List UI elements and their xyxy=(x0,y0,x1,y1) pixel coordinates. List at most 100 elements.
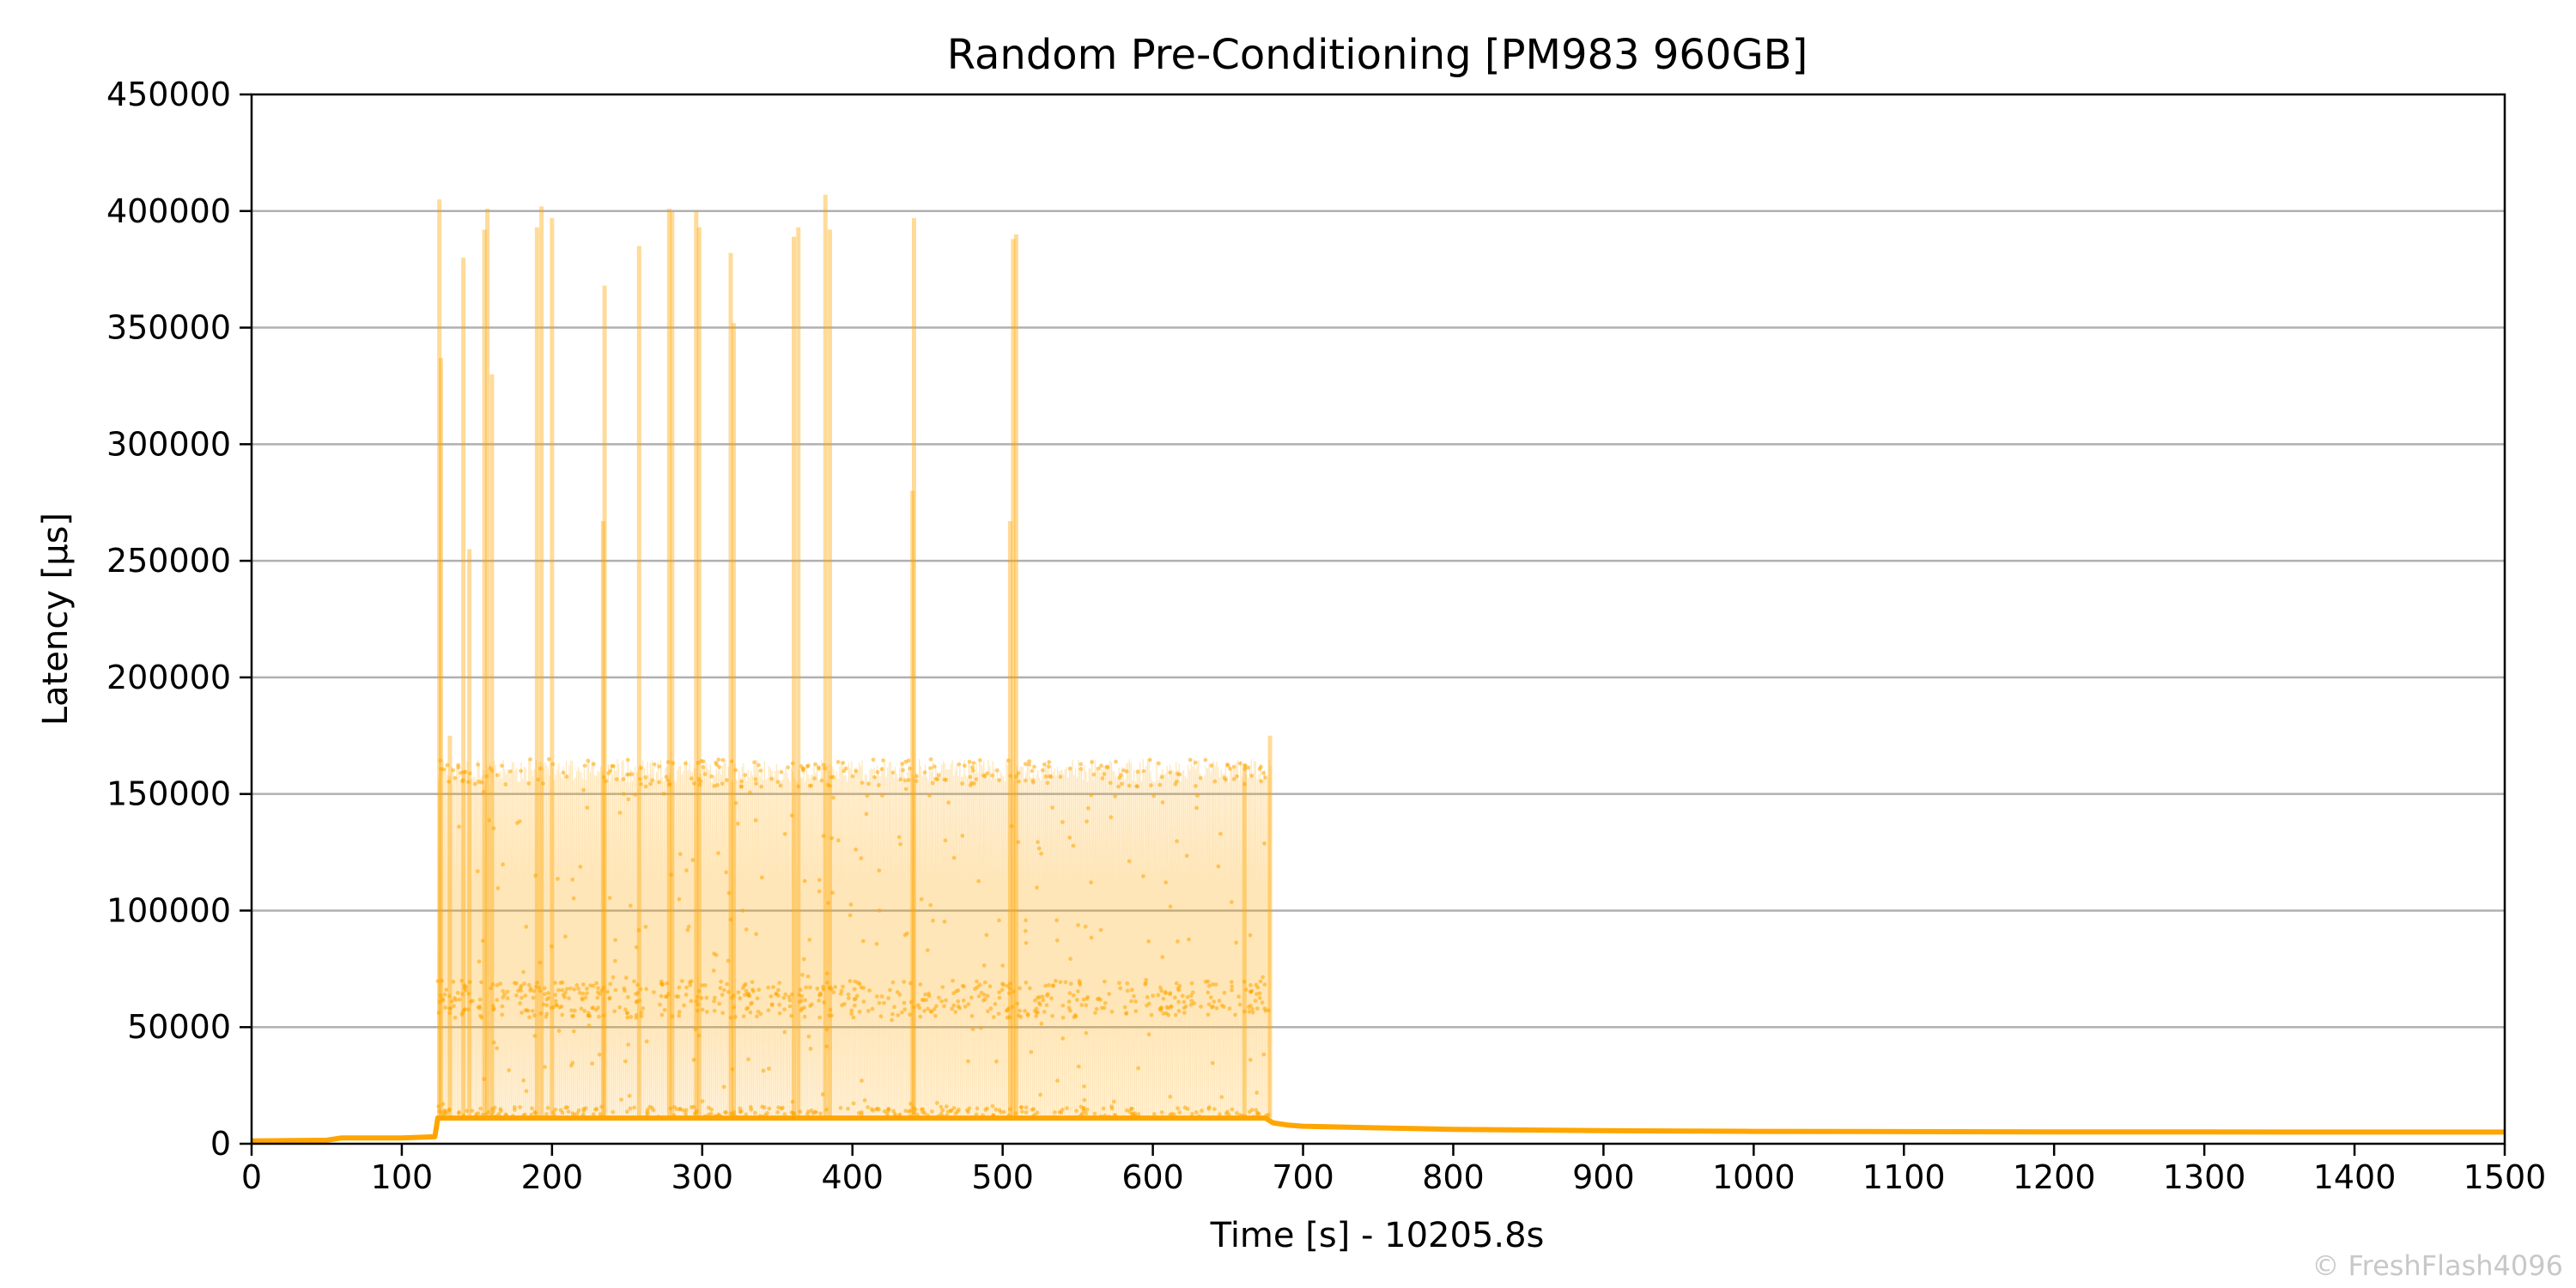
sample-point xyxy=(748,1104,753,1109)
sample-point xyxy=(1146,939,1151,944)
sample-point xyxy=(1237,761,1242,766)
sample-point xyxy=(613,987,618,993)
sample-point xyxy=(668,1106,673,1111)
sample-point xyxy=(560,987,565,993)
sample-point xyxy=(495,773,500,778)
sample-point xyxy=(1217,999,1222,1003)
sample-point xyxy=(613,938,617,943)
sample-point xyxy=(1036,846,1042,851)
sample-point xyxy=(853,996,858,1001)
sample-point xyxy=(1109,1009,1115,1014)
sample-point xyxy=(1094,1006,1099,1012)
sample-point xyxy=(724,778,729,782)
sample-point xyxy=(838,992,843,996)
sample-point xyxy=(659,979,664,984)
sample-point xyxy=(607,996,612,1001)
sample-point xyxy=(637,776,642,781)
sample-point xyxy=(524,1089,529,1094)
sample-point xyxy=(1010,1005,1015,1010)
sample-point xyxy=(951,978,955,983)
sample-point xyxy=(508,769,513,774)
sample-point xyxy=(1120,781,1124,787)
sample-point xyxy=(526,982,532,987)
sample-point xyxy=(476,1111,481,1116)
sample-point xyxy=(857,1009,862,1014)
sample-point xyxy=(1222,775,1227,781)
sample-point xyxy=(968,775,973,780)
sample-point xyxy=(1235,774,1239,779)
sample-point xyxy=(456,765,461,770)
sample-point xyxy=(625,1011,629,1015)
sample-point xyxy=(1182,1005,1187,1011)
sample-point xyxy=(570,878,575,882)
sample-point xyxy=(481,789,486,794)
sample-point xyxy=(741,1014,746,1018)
sample-point xyxy=(463,988,468,993)
sample-point xyxy=(1203,757,1208,762)
sample-point xyxy=(944,1104,949,1109)
sample-point xyxy=(829,1013,834,1018)
sample-point xyxy=(937,995,941,1000)
sample-point xyxy=(1132,993,1136,999)
sample-point xyxy=(611,763,616,769)
sample-point xyxy=(1109,1106,1115,1111)
sample-point xyxy=(1117,981,1121,986)
sample-point xyxy=(817,889,822,894)
sample-point xyxy=(665,981,669,986)
sample-point xyxy=(847,996,851,1000)
sample-point xyxy=(865,793,870,799)
sample-point xyxy=(528,988,533,993)
sample-point xyxy=(1262,982,1267,987)
sample-point xyxy=(1163,880,1169,885)
sample-point xyxy=(824,1027,829,1032)
sample-point xyxy=(442,1112,447,1117)
sample-point xyxy=(1076,923,1080,927)
sample-point xyxy=(783,992,788,997)
sample-point xyxy=(557,1005,562,1010)
sample-point xyxy=(864,811,869,817)
sample-point xyxy=(1206,979,1211,984)
sample-point xyxy=(824,1107,829,1112)
sample-point xyxy=(568,1063,574,1068)
sample-point xyxy=(550,762,556,767)
sample-point xyxy=(1228,766,1232,771)
sample-point xyxy=(535,980,540,985)
sample-point xyxy=(592,762,596,767)
sample-point xyxy=(860,781,865,785)
sample-point xyxy=(879,994,884,999)
sample-point xyxy=(709,1107,714,1112)
sample-point xyxy=(787,998,793,1003)
sample-point xyxy=(743,993,747,997)
sample-point xyxy=(866,1008,871,1013)
sample-point xyxy=(546,756,551,762)
sample-point xyxy=(677,896,682,902)
sample-point xyxy=(591,1112,596,1116)
sample-point xyxy=(1224,762,1230,767)
sample-point xyxy=(1129,999,1133,1004)
sample-point xyxy=(628,903,633,908)
sample-point xyxy=(1040,768,1045,773)
y-tick-label: 200000 xyxy=(106,659,231,696)
sample-point xyxy=(453,775,458,781)
sample-point xyxy=(966,1109,970,1115)
sample-point xyxy=(445,762,450,768)
sample-point xyxy=(685,927,690,933)
chart-title: Random Pre-Conditioning [PM983 960GB] xyxy=(947,31,1808,79)
sample-point xyxy=(892,1005,896,1010)
x-tick-label: 1100 xyxy=(1862,1158,1946,1196)
sample-point xyxy=(809,1108,814,1113)
sample-point xyxy=(583,995,588,1000)
sample-point xyxy=(918,982,923,987)
sample-point xyxy=(460,992,465,997)
sample-point xyxy=(447,993,452,999)
sample-point xyxy=(806,1034,811,1039)
sample-point xyxy=(1107,992,1112,996)
sample-point xyxy=(1102,772,1107,776)
sample-point xyxy=(700,983,705,987)
sample-point xyxy=(1127,1109,1133,1115)
sample-point xyxy=(532,1013,537,1018)
sample-point xyxy=(1234,940,1238,945)
sample-point xyxy=(683,993,689,997)
sample-point xyxy=(951,1003,957,1008)
sample-point xyxy=(691,1104,696,1109)
